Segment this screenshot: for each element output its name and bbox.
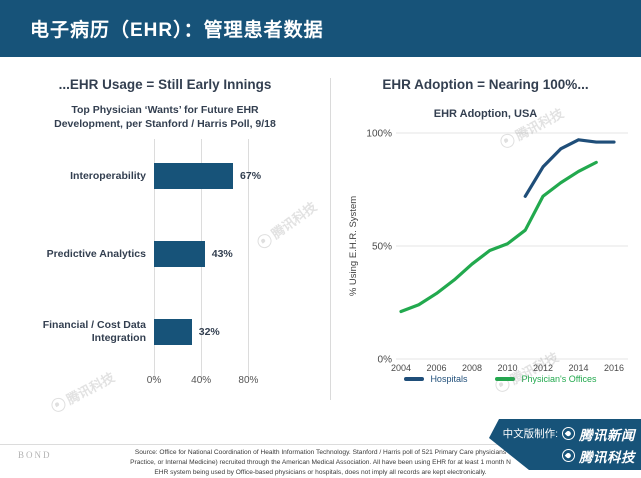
bar-category-label: Predictive Analytics bbox=[46, 247, 146, 260]
legend-item: Hospitals bbox=[404, 374, 467, 384]
slide-header: 电子病历（EHR）：管理患者数据 bbox=[0, 0, 641, 57]
badge-row-news: 中文版制作: 腾讯新闻 bbox=[503, 424, 635, 444]
line-chart-y-axis-label: % Using E.H.R. System bbox=[348, 196, 359, 296]
line-chart-x-tick: 2004 bbox=[391, 363, 411, 373]
bar bbox=[154, 163, 234, 190]
legend-label: Hospitals bbox=[430, 374, 468, 384]
bar-category-label: Interoperability bbox=[70, 169, 146, 182]
source-line: Practice, or Internal Medicine) recruite… bbox=[130, 458, 511, 466]
line-chart-x-tick: 2008 bbox=[462, 363, 482, 373]
source-text: Source: Office for National Coordination… bbox=[86, 448, 556, 478]
bar-chart-title-line1: Top Physician ‘Wants’ for Future EHR bbox=[71, 104, 259, 116]
line-chart-x-tick: 2012 bbox=[533, 363, 553, 373]
tencent-news-icon bbox=[562, 427, 575, 440]
legend-swatch bbox=[404, 376, 425, 382]
line-chart-x-tick: 2014 bbox=[568, 363, 588, 373]
bar-row: Predictive Analytics 43% bbox=[34, 215, 298, 293]
bar-chart-title: Top Physician ‘Wants’ for Future EHR Dev… bbox=[0, 104, 330, 131]
bar-row: Interoperability 67% bbox=[34, 137, 298, 215]
bar-x-axis: 0% 40% 80% bbox=[147, 371, 298, 387]
legend-swatch bbox=[495, 376, 516, 382]
line-series bbox=[523, 138, 616, 198]
line-chart-title: EHR Adoption, USA bbox=[433, 108, 538, 120]
badge-row-tech: 腾讯科技 bbox=[562, 446, 635, 466]
line-chart-x-tick: 2016 bbox=[604, 363, 624, 373]
line-chart-x-tick: 2006 bbox=[426, 363, 446, 373]
bar-rows: Interoperability 67% Predictive Analytics 4… bbox=[34, 137, 298, 371]
column-divider bbox=[330, 78, 331, 400]
line-chart: 100% 50% 0%2004 2006 2008 2010 2012 2014 2016 % U… bbox=[348, 129, 628, 373]
line-chart-y-tick: 50% bbox=[372, 242, 392, 253]
tencent-watermark-icon bbox=[48, 394, 68, 414]
bar-track: 43% bbox=[154, 241, 233, 268]
line-chart-legend: Hospitals Physician's Offices bbox=[360, 374, 641, 384]
bar-chart: Interoperability 67% Predictive Analytics 4… bbox=[34, 137, 298, 387]
bar-x-tick: 40% bbox=[191, 375, 212, 387]
bar-value-label: 32% bbox=[198, 326, 220, 339]
content-columns: ...EHR Usage = Still Early Innings Top P… bbox=[0, 57, 641, 387]
source-line: EHR system being used by Office-based ph… bbox=[154, 468, 487, 476]
bar bbox=[154, 241, 205, 268]
footer: BOND Source: Office for National Coordin… bbox=[0, 444, 641, 478]
bar-value-label: 67% bbox=[240, 170, 262, 183]
bar-chart-title-line2: Development, per Stanford / Harris Poll,… bbox=[54, 117, 276, 130]
left-panel: ...EHR Usage = Still Early Innings Top P… bbox=[0, 57, 330, 387]
tencent-badge: 中文版制作: 腾讯新闻 腾讯科技 bbox=[489, 419, 641, 470]
right-panel: EHR Adoption = Nearing 100%... EHR Adopt… bbox=[330, 57, 641, 387]
line-chart-y-tick: 0% bbox=[378, 355, 393, 366]
line-chart-y-tick: 100% bbox=[366, 129, 392, 140]
bar bbox=[154, 319, 192, 346]
tencent-tech-label: 腾讯科技 bbox=[579, 449, 635, 465]
legend-label: Physician's Offices bbox=[521, 374, 597, 384]
tencent-tech-icon bbox=[562, 449, 575, 462]
tencent-news-label: 腾讯新闻 bbox=[579, 427, 635, 443]
line-series bbox=[399, 160, 598, 314]
bar-category-label: Financial / Cost Data Integration bbox=[42, 319, 146, 345]
bar-track: 67% bbox=[154, 163, 262, 190]
page-title: 电子病历（EHR）：管理患者数据 bbox=[30, 20, 324, 41]
bar-gridline bbox=[248, 139, 250, 380]
bar-x-tick: 0% bbox=[146, 375, 162, 387]
badge-prefix: 中文版制作: bbox=[502, 428, 558, 440]
right-heading: EHR Adoption = Nearing 100%... bbox=[382, 77, 589, 92]
left-heading: ...EHR Usage = Still Early Innings bbox=[58, 77, 272, 92]
bar-x-tick: 80% bbox=[238, 375, 259, 387]
bar-track: 32% bbox=[154, 319, 220, 346]
line-chart-x-tick: 2010 bbox=[497, 363, 517, 373]
bond-logo: BOND bbox=[18, 450, 52, 460]
bar-value-label: 43% bbox=[211, 248, 233, 261]
legend-item: Physician's Offices bbox=[495, 374, 597, 384]
source-line: Source: Office for National Coordination… bbox=[134, 449, 507, 456]
bar-row: Financial / Cost Data Integration 32% bbox=[34, 293, 298, 371]
